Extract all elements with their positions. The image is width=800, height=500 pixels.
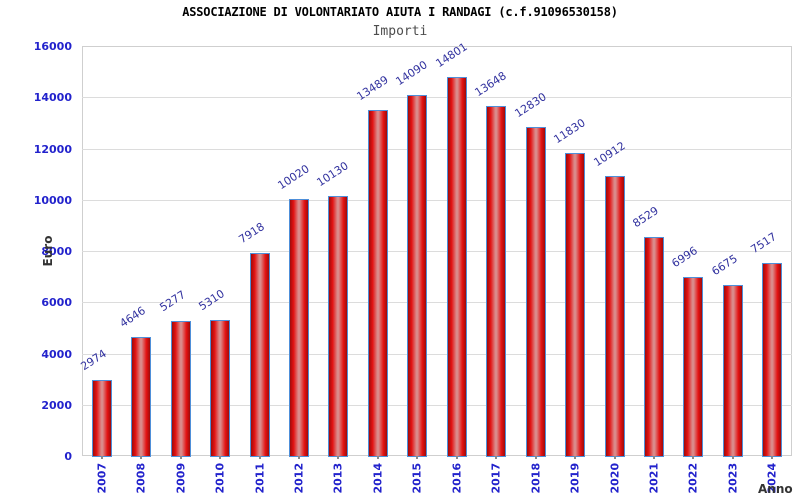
y-tick-label: 12000 — [33, 143, 72, 156]
x-tick-label: 2019 — [568, 462, 582, 494]
bar — [565, 153, 586, 457]
bar — [288, 199, 309, 457]
x-tick-label: 2020 — [608, 462, 621, 494]
y-axis-title: Euro — [41, 235, 55, 267]
x-tick-label: 2015 — [410, 462, 424, 494]
x-tick-label: 2018 — [529, 462, 543, 494]
gridline — [82, 354, 792, 355]
gridline — [82, 405, 792, 406]
x-axis-tick-mark — [416, 456, 419, 459]
x-axis-tick-mark — [495, 456, 498, 459]
bar — [762, 263, 783, 457]
bar — [249, 253, 270, 457]
x-axis-tick-mark — [613, 456, 616, 459]
x-axis-tick-mark — [297, 456, 300, 459]
x-axis-tick-mark — [771, 456, 774, 459]
x-axis-tick-mark — [534, 456, 537, 459]
x-tick-label: 2012 — [292, 462, 306, 494]
x-axis-tick-mark — [574, 456, 577, 459]
gridline — [82, 97, 792, 98]
x-axis-tick-mark — [376, 456, 379, 459]
x-tick-label: 2021 — [647, 462, 661, 494]
gridline — [82, 149, 792, 150]
y-tick-label: 2000 — [41, 399, 72, 412]
y-tick-label: 4000 — [41, 348, 72, 361]
gridline — [82, 200, 792, 201]
x-axis-tick-mark — [652, 456, 655, 459]
y-tick-label: 6000 — [41, 296, 72, 309]
bar — [604, 176, 625, 457]
bar — [683, 277, 704, 457]
x-axis-tick-mark — [179, 456, 182, 459]
bar — [170, 321, 191, 457]
bar — [131, 337, 152, 457]
x-tick-label: 2011 — [253, 462, 266, 494]
y-tick-label: 16000 — [33, 40, 72, 53]
bar — [328, 196, 349, 457]
bar — [446, 77, 467, 457]
bar — [722, 285, 743, 457]
x-tick-label: 2007 — [95, 462, 109, 494]
gridline — [82, 302, 792, 303]
y-tick-label: 0 — [64, 450, 72, 463]
x-tick-label: 2009 — [174, 462, 188, 494]
x-tick-label: 2010 — [213, 462, 227, 494]
bar — [525, 127, 546, 457]
x-tick-label: 2017 — [489, 462, 503, 494]
x-axis-title: Anno — [758, 482, 793, 496]
x-axis-tick-mark — [455, 456, 458, 459]
x-axis-tick-mark — [692, 456, 695, 459]
x-tick-label: 2016 — [450, 462, 464, 494]
gridline — [82, 251, 792, 252]
y-tick-label: 8000 — [41, 245, 72, 258]
chart-title: ASSOCIAZIONE DI VOLONTARIATO AIUTA I RAN… — [182, 5, 618, 19]
x-axis-tick-mark — [258, 456, 261, 459]
bar — [486, 106, 507, 457]
x-axis-tick-mark — [140, 456, 143, 459]
y-tick-label: 10000 — [33, 194, 72, 207]
bar — [643, 237, 664, 457]
x-tick-label: 2008 — [134, 462, 148, 494]
y-tick-label: 14000 — [33, 91, 72, 104]
x-axis-tick-mark — [219, 456, 222, 459]
bar — [367, 110, 388, 457]
x-tick-label: 2022 — [686, 462, 700, 494]
x-tick-label: 2023 — [726, 462, 740, 494]
bar — [407, 95, 428, 457]
x-axis-tick-mark — [100, 456, 103, 459]
x-axis-tick-mark — [731, 456, 734, 459]
x-tick-label: 2014 — [371, 462, 385, 494]
x-axis-tick-mark — [337, 456, 340, 459]
bar — [210, 320, 231, 457]
chart-subtitle: Importi — [372, 24, 428, 39]
bar — [91, 380, 112, 457]
x-tick-label: 2013 — [331, 462, 345, 494]
